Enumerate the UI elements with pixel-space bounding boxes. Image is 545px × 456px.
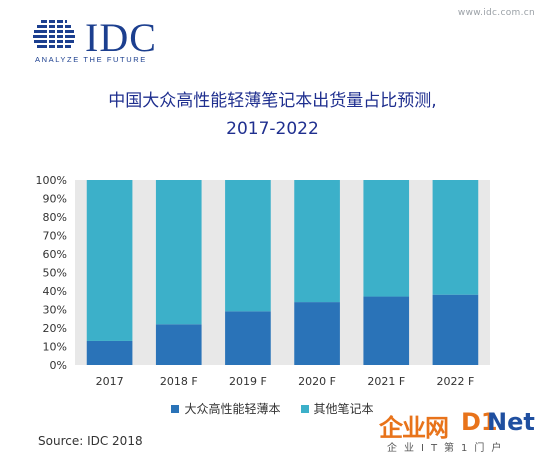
x-tick-label: 2019 F	[229, 375, 267, 388]
chart-title: 中国大众高性能轻薄笔记本出货量占比预测,	[108, 91, 437, 111]
website-url: www.idc.com.cn	[457, 8, 535, 18]
y-tick-label: 50%	[43, 267, 67, 280]
y-tick-label: 70%	[43, 230, 67, 243]
d1net-watermark: 企业网 D1 Net 企业IT第1门户	[379, 408, 539, 456]
legend-label-series-0: 大众高性能轻薄本	[184, 402, 281, 416]
legend-swatch-series-0	[171, 404, 180, 413]
bar-thin-light-0	[86, 340, 133, 365]
plot-area	[75, 180, 490, 365]
y-tick-label: 80%	[43, 211, 67, 224]
bar-other-1	[155, 180, 202, 325]
logo-tagline: ANALYZE THE FUTURE	[35, 55, 147, 64]
legend-swatch-series-1	[300, 404, 309, 413]
y-tick-label: 90%	[43, 193, 67, 206]
y-tick-label: 100%	[36, 174, 67, 187]
legend-label-series-1: 其他笔记本	[313, 402, 374, 416]
y-tick-label: 30%	[43, 304, 67, 317]
watermark-brand-en: Net	[487, 408, 535, 436]
x-tick-label: 2022 F	[437, 375, 475, 388]
chart-subtitle: 2017-2022	[226, 119, 319, 139]
watermark-subtitle: 企业IT第1门户	[387, 443, 509, 454]
y-tick-label: 0%	[50, 359, 67, 372]
y-tick-label: 40%	[43, 285, 67, 298]
x-tick-label: 2018 F	[160, 375, 198, 388]
bar-other-5	[432, 180, 479, 295]
legend-item-series-1: 其他笔记本	[300, 400, 374, 417]
bar-other-3	[294, 180, 340, 303]
y-tick-label: 20%	[43, 322, 67, 335]
watermark-brand-cn: 企业网	[379, 414, 449, 442]
source-note: Source: IDC 2018	[38, 434, 143, 448]
legend-item-series-0: 大众高性能轻薄本	[171, 400, 281, 417]
x-tick-label: 2020 F	[298, 375, 336, 388]
y-tick-label: 60%	[43, 248, 67, 261]
bar-thin-light-2	[225, 311, 271, 365]
bar-thin-light-3	[294, 302, 340, 365]
x-tick-label: 2021 F	[367, 375, 405, 388]
bar-thin-light-4	[363, 296, 410, 365]
idc-globe-icon	[33, 20, 75, 48]
bar-other-2	[225, 180, 271, 312]
idc-logo: IDC ANALYZE THE FUTURE	[33, 14, 163, 69]
bar-other-4	[363, 180, 410, 297]
y-tick-label: 10%	[43, 341, 67, 354]
legend: 大众高性能轻薄本 其他笔记本	[0, 400, 545, 417]
stacked-bar-chart: 0% 10% 20% 30% 40% 50% 60% 70% 80% 90% 100% 2017 201…	[36, 174, 490, 388]
logo-wordmark: IDC	[85, 15, 157, 60]
bar-thin-light-5	[432, 294, 479, 365]
bar-other-0	[86, 180, 133, 341]
bar-thin-light-1	[155, 324, 202, 365]
watermark-brand-mark: D1	[461, 408, 498, 436]
x-tick-label: 2017	[96, 375, 124, 388]
